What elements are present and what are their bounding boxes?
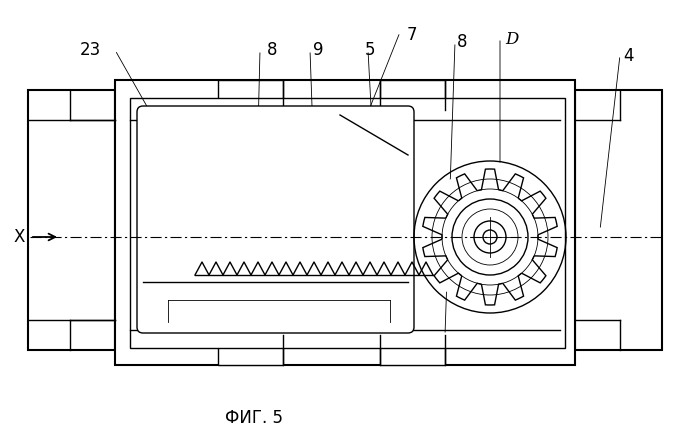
Text: 7: 7 <box>407 26 417 44</box>
Circle shape <box>483 230 497 244</box>
Circle shape <box>452 199 528 275</box>
Circle shape <box>420 167 560 307</box>
Text: 8: 8 <box>456 33 468 51</box>
Bar <box>218 80 283 110</box>
Circle shape <box>442 189 538 285</box>
Text: X: X <box>14 228 25 246</box>
Text: ФИГ. 5: ФИГ. 5 <box>225 409 283 427</box>
FancyBboxPatch shape <box>137 106 414 333</box>
Circle shape <box>474 221 506 253</box>
Circle shape <box>462 209 518 265</box>
Text: 23: 23 <box>79 41 101 59</box>
Text: 9: 9 <box>313 41 323 59</box>
Bar <box>380 335 445 365</box>
Bar <box>575 90 662 350</box>
Bar <box>115 80 575 365</box>
Bar <box>218 335 283 365</box>
Text: 4: 4 <box>623 47 634 65</box>
Text: D: D <box>505 31 519 49</box>
Text: 8: 8 <box>267 41 277 59</box>
Bar <box>28 90 115 350</box>
Bar <box>380 80 445 110</box>
Bar <box>130 98 565 348</box>
Text: 5: 5 <box>365 41 375 59</box>
